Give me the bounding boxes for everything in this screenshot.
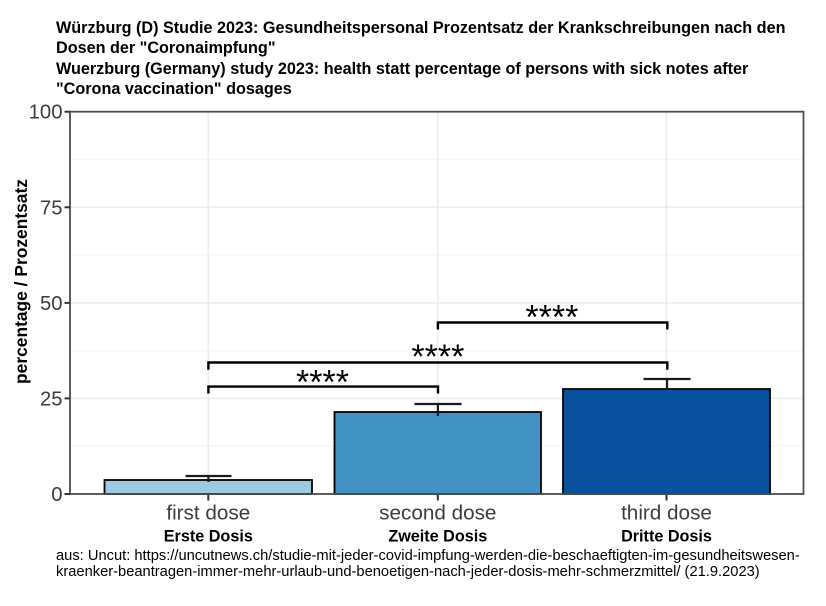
svg-text:third dose: third dose [621,502,712,525]
svg-text:first dose: first dose [166,502,250,525]
svg-text:100: 100 [29,102,63,124]
svg-text:percentage / Prozentsatz: percentage / Prozentsatz [11,179,31,384]
svg-text:second dose: second dose [379,502,496,525]
svg-text:****: **** [411,338,464,376]
svg-text:Dritte Dosis: Dritte Dosis [621,528,712,546]
svg-text:Erste Dosis: Erste Dosis [164,528,253,546]
svg-text:75: 75 [40,197,63,219]
svg-text:Zweite Dosis: Zweite Dosis [388,528,487,546]
svg-text:****: **** [296,364,349,402]
svg-text:****: **** [525,299,578,337]
svg-text:0: 0 [51,484,62,506]
svg-text:25: 25 [40,388,63,410]
svg-text:50: 50 [40,293,63,315]
